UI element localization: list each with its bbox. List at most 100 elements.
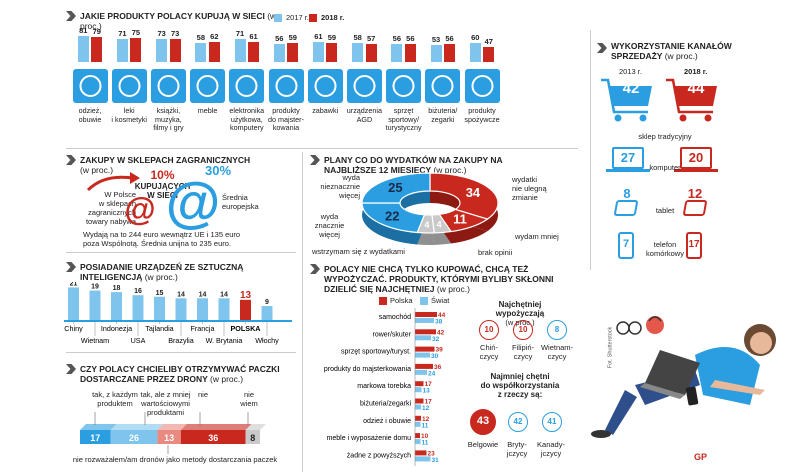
section-chevron-icon xyxy=(66,364,76,374)
foreign-note: Wydają na to 244 euro wewnątrz UE i 135 … xyxy=(83,230,241,248)
rent-most-label-line: czycy xyxy=(513,352,533,361)
ai-bar xyxy=(240,299,251,320)
bar-2017 xyxy=(156,38,168,62)
bar-2017-value: 56 xyxy=(275,34,284,44)
rent-share-label-line: Bryty- xyxy=(507,440,527,449)
foreign-poland-text: W Polsce w sklepach zagranicznych towary na… xyxy=(85,190,136,226)
bar-2018-value: 73 xyxy=(170,28,180,38)
category-label: elektronika użytkowa, komputery xyxy=(220,106,274,133)
ai-country-label: USA xyxy=(131,336,146,345)
donut-slice-value: 4 xyxy=(437,220,442,230)
bar-2018-value: 75 xyxy=(131,28,141,37)
rent-category-label: produkty do majsterkowania xyxy=(324,366,411,373)
rent-bar-polska xyxy=(415,398,424,404)
drone-segment xyxy=(245,430,260,444)
bar-2017-value: 61 xyxy=(314,32,323,42)
category-label: sprzęt sportowy/turystyczny xyxy=(377,106,431,133)
rent-bar-swiat xyxy=(415,335,431,341)
bar-2018-value: 79 xyxy=(92,26,101,36)
rent-value-polska: 17 xyxy=(425,399,433,406)
drone-segment-value: 13 xyxy=(164,433,174,443)
rent-share-label: Bryty-jczycy xyxy=(494,440,540,458)
category-label-line: leki xyxy=(123,106,135,115)
bar-2017 xyxy=(195,43,207,62)
rent-value-swiat: 11 xyxy=(422,422,429,429)
channels-year-2013: 2013 r. xyxy=(619,67,642,76)
ai-country-label: W. Brytania xyxy=(206,336,243,345)
bar-2017 xyxy=(234,39,246,62)
bar-2017-value: 58 xyxy=(353,33,362,43)
table-icon xyxy=(190,69,226,103)
bar-2017-value: 73 xyxy=(157,28,166,38)
rent-share-label-line: Kanady- xyxy=(537,440,565,449)
bar-2017-value: 58 xyxy=(196,33,206,43)
ai-bar xyxy=(175,298,187,320)
ai-bar xyxy=(197,298,208,320)
legend-swiat-swatch xyxy=(420,297,428,305)
rent-bar-swiat xyxy=(415,421,421,427)
bicycle-icon xyxy=(386,69,422,103)
rent-share-circle: 41 xyxy=(542,412,562,432)
category-label-line: produkty xyxy=(272,106,300,115)
plans-label-nochange: wydatki nie ulegną zmianie xyxy=(512,175,547,202)
plans-label-noop: brak opinii xyxy=(478,248,513,257)
drones-label-yes-all: tak, z każdym produktem xyxy=(92,390,138,408)
rent-category-label: markowa torebka xyxy=(357,383,411,390)
rent-share-label: Belgowie xyxy=(460,440,506,449)
drones-stacked-bar: 17 26 13 36 8 xyxy=(80,412,266,454)
ai-country-label: Chiny xyxy=(64,324,83,333)
ai-country-label: Brazylia xyxy=(168,336,194,345)
category-label-line: i kosmetyki xyxy=(111,114,147,124)
ai-bar-value: 19 xyxy=(91,284,99,291)
category-label: zabawki xyxy=(298,106,352,116)
ai-bar-value: 21 xyxy=(70,282,78,287)
plans-label-much: wyda znacznie więcej xyxy=(314,212,345,239)
rent-value-polska: 12 xyxy=(422,416,430,423)
tools-icon xyxy=(268,69,304,103)
rent-bar-swiat xyxy=(415,387,422,393)
drone-segment-top xyxy=(180,424,252,430)
category-label-line: produkty xyxy=(468,106,496,115)
donut-slice-value: 25 xyxy=(388,180,402,195)
rent-share-label-line: jczycy xyxy=(506,449,528,458)
category-label: książki, muzyka, filmy i gry xyxy=(141,106,195,133)
bar-2018 xyxy=(248,42,260,62)
donut-slice-value: 4 xyxy=(424,220,429,230)
diamond-icon xyxy=(425,69,461,103)
store-2013-value: 42 xyxy=(622,80,640,97)
bar-2018-value: 59 xyxy=(288,33,297,43)
bar-2018-value: 57 xyxy=(366,33,376,43)
rent-most-label-line: Filipiń- xyxy=(511,343,535,352)
category-label-line: turystyczny xyxy=(385,123,422,132)
rent-value-polska: 39 xyxy=(436,347,444,354)
ai-country-label: Francja xyxy=(191,324,215,333)
drones-label-dontknow: nie wiem xyxy=(240,390,258,408)
bar-2017 xyxy=(352,43,364,62)
rent-most-label-line: czycy xyxy=(479,352,499,361)
foreign-eu-label: Średnia europejska xyxy=(222,193,259,211)
rent-value-polska: 17 xyxy=(425,381,433,388)
rent-bar-swiat xyxy=(415,439,421,445)
category-label-line: sportowy/ xyxy=(388,114,419,124)
microwave-icon xyxy=(346,69,382,103)
ai-bar-value: 18 xyxy=(113,285,121,292)
bar-2018-value: 56 xyxy=(406,34,415,44)
at-sign-red-icon: @ xyxy=(124,191,156,227)
ai-bar xyxy=(218,298,230,320)
rent-category-label: samochód xyxy=(379,314,411,321)
drone-segment xyxy=(110,430,158,444)
ai-bar-value: 9 xyxy=(265,299,269,306)
bar-2018 xyxy=(404,44,416,62)
bar-2018-value: 56 xyxy=(445,34,454,44)
ai-country-label: Indonezja xyxy=(101,324,132,333)
channels-title: Wykorzystanie kanałów sprzedaży (w proc.… xyxy=(611,41,732,61)
plans-title: Plany co do wydatków na zakupy na najbli… xyxy=(324,155,503,175)
donut-slice-value: 11 xyxy=(453,212,467,227)
photo-credit: Fot. Shutterstock xyxy=(607,326,614,369)
rent-bar-swiat xyxy=(415,352,430,358)
ai-country-label: Wietnam xyxy=(81,336,109,345)
rent-most-label-line: Wietnam- xyxy=(540,343,574,352)
section-chevron-icon xyxy=(66,262,76,272)
rent-share-title: Najmniej chętni do współkorzystania z rzec… xyxy=(480,372,560,399)
rent-value-swiat: 30 xyxy=(431,353,439,360)
